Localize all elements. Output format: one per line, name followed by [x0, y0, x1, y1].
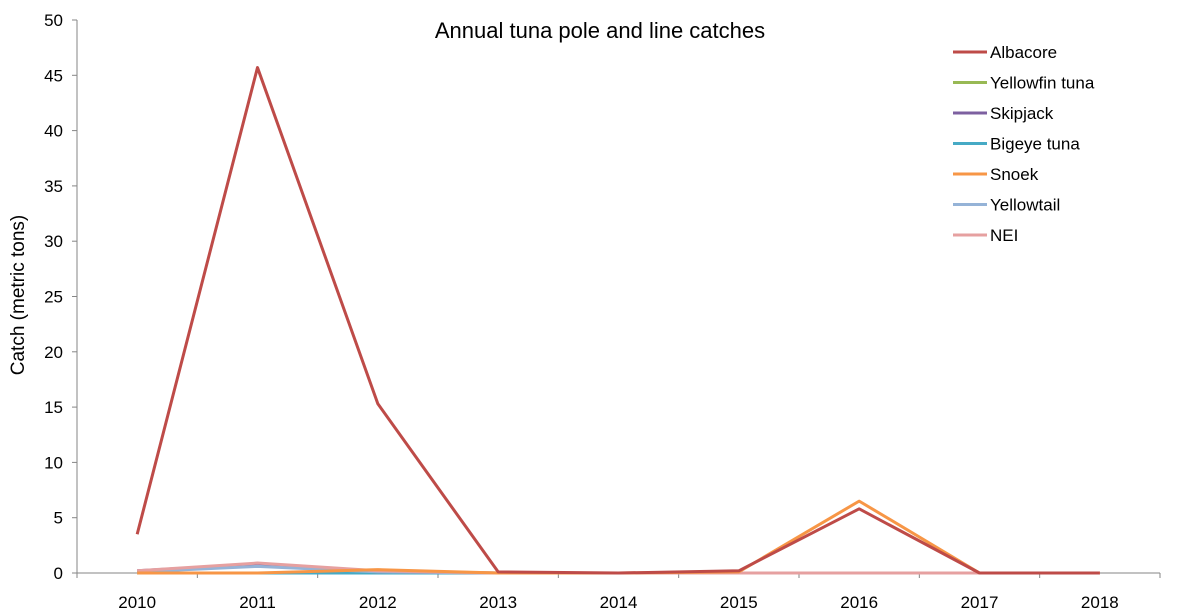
x-tick-label: 2011 — [239, 593, 276, 611]
y-tick-label: 50 — [44, 11, 63, 30]
x-tick-label: 2016 — [840, 593, 878, 611]
series-lines — [135, 66, 1100, 575]
y-tick-label: 20 — [44, 343, 63, 362]
y-tick-label: 10 — [44, 453, 63, 472]
x-tick-label: 2013 — [479, 593, 517, 611]
legend-entry: NEI — [990, 226, 1018, 245]
series-line-snoek — [137, 499, 1100, 575]
legend: Albacore Yellowfin tuna Skipjack Bigeye tun… — [953, 43, 1095, 245]
y-tick-label: 15 — [44, 398, 63, 417]
x-tick-label: 2015 — [720, 593, 758, 611]
y-tick-label: 35 — [44, 177, 63, 196]
x-tick-label: 2014 — [600, 593, 638, 611]
x-tick-label: 2017 — [961, 593, 999, 611]
x-tick-label: 2012 — [359, 593, 397, 611]
series-line-albacore — [135, 66, 1100, 575]
y-tick-label: 30 — [44, 232, 63, 251]
y-tick-label: 5 — [54, 509, 63, 528]
y-tick-label: 0 — [54, 564, 63, 583]
y-axis-ticks: 0 5 10 15 20 25 30 35 40 45 50 — [44, 11, 77, 583]
x-tick-label: 2010 — [118, 593, 156, 611]
y-axis-title: Catch (metric tons) — [8, 215, 29, 375]
x-tick-label: 2018 — [1081, 593, 1119, 611]
legend-entry: Skipjack — [990, 104, 1054, 123]
legend-entry: Yellowfin tuna — [990, 74, 1095, 93]
y-tick-label: 25 — [44, 288, 63, 307]
x-axis-ticks: 2010 2011 2012 2013 2014 2015 2016 2017 2018 — [76, 573, 1161, 611]
chart-title: Annual tuna pole and line catches — [435, 18, 765, 43]
y-tick-label: 45 — [44, 66, 63, 85]
legend-entry: Snoek — [990, 165, 1039, 184]
y-tick-label: 40 — [44, 122, 63, 141]
legend-entry: Yellowtail — [990, 196, 1060, 215]
legend-entry: Albacore — [990, 43, 1057, 62]
legend-entry: Bigeye tuna — [990, 135, 1080, 154]
